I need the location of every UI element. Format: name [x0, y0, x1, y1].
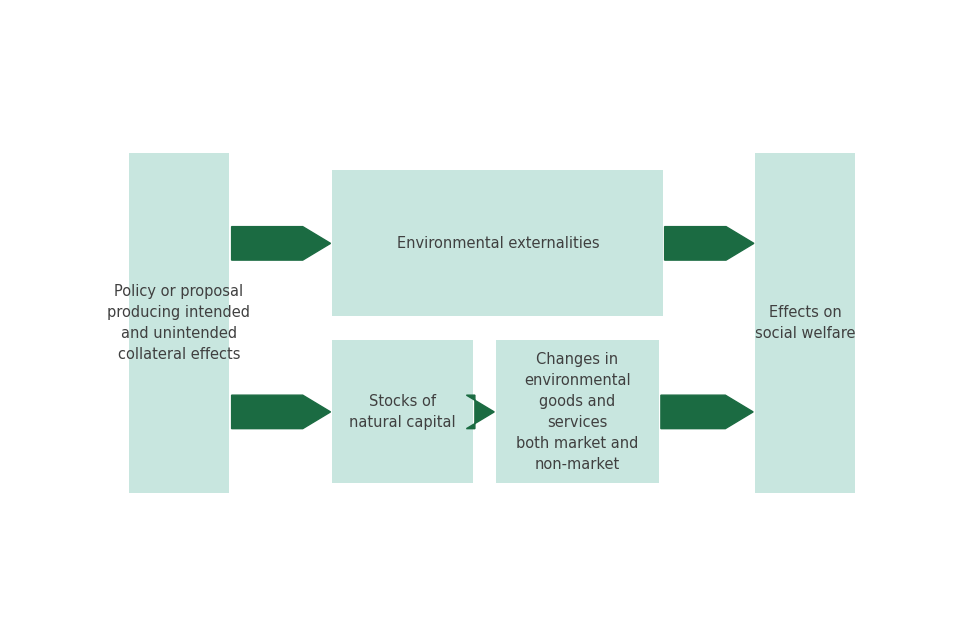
Text: Effects on
social welfare: Effects on social welfare [755, 305, 855, 341]
Text: Environmental externalities: Environmental externalities [396, 236, 599, 251]
FancyBboxPatch shape [129, 153, 229, 493]
FancyBboxPatch shape [332, 340, 473, 483]
FancyBboxPatch shape [495, 340, 660, 483]
Text: Changes in
environmental
goods and
services
both market and
non-market: Changes in environmental goods and servi… [516, 352, 638, 472]
Polygon shape [231, 227, 330, 260]
Polygon shape [660, 395, 754, 429]
Polygon shape [467, 395, 494, 429]
Polygon shape [231, 395, 330, 429]
FancyBboxPatch shape [332, 170, 663, 316]
Polygon shape [664, 227, 754, 260]
Text: Policy or proposal
producing intended
and unintended
collateral effects: Policy or proposal producing intended an… [108, 284, 251, 362]
Text: Stocks of
natural capital: Stocks of natural capital [349, 394, 456, 430]
FancyBboxPatch shape [755, 153, 855, 493]
